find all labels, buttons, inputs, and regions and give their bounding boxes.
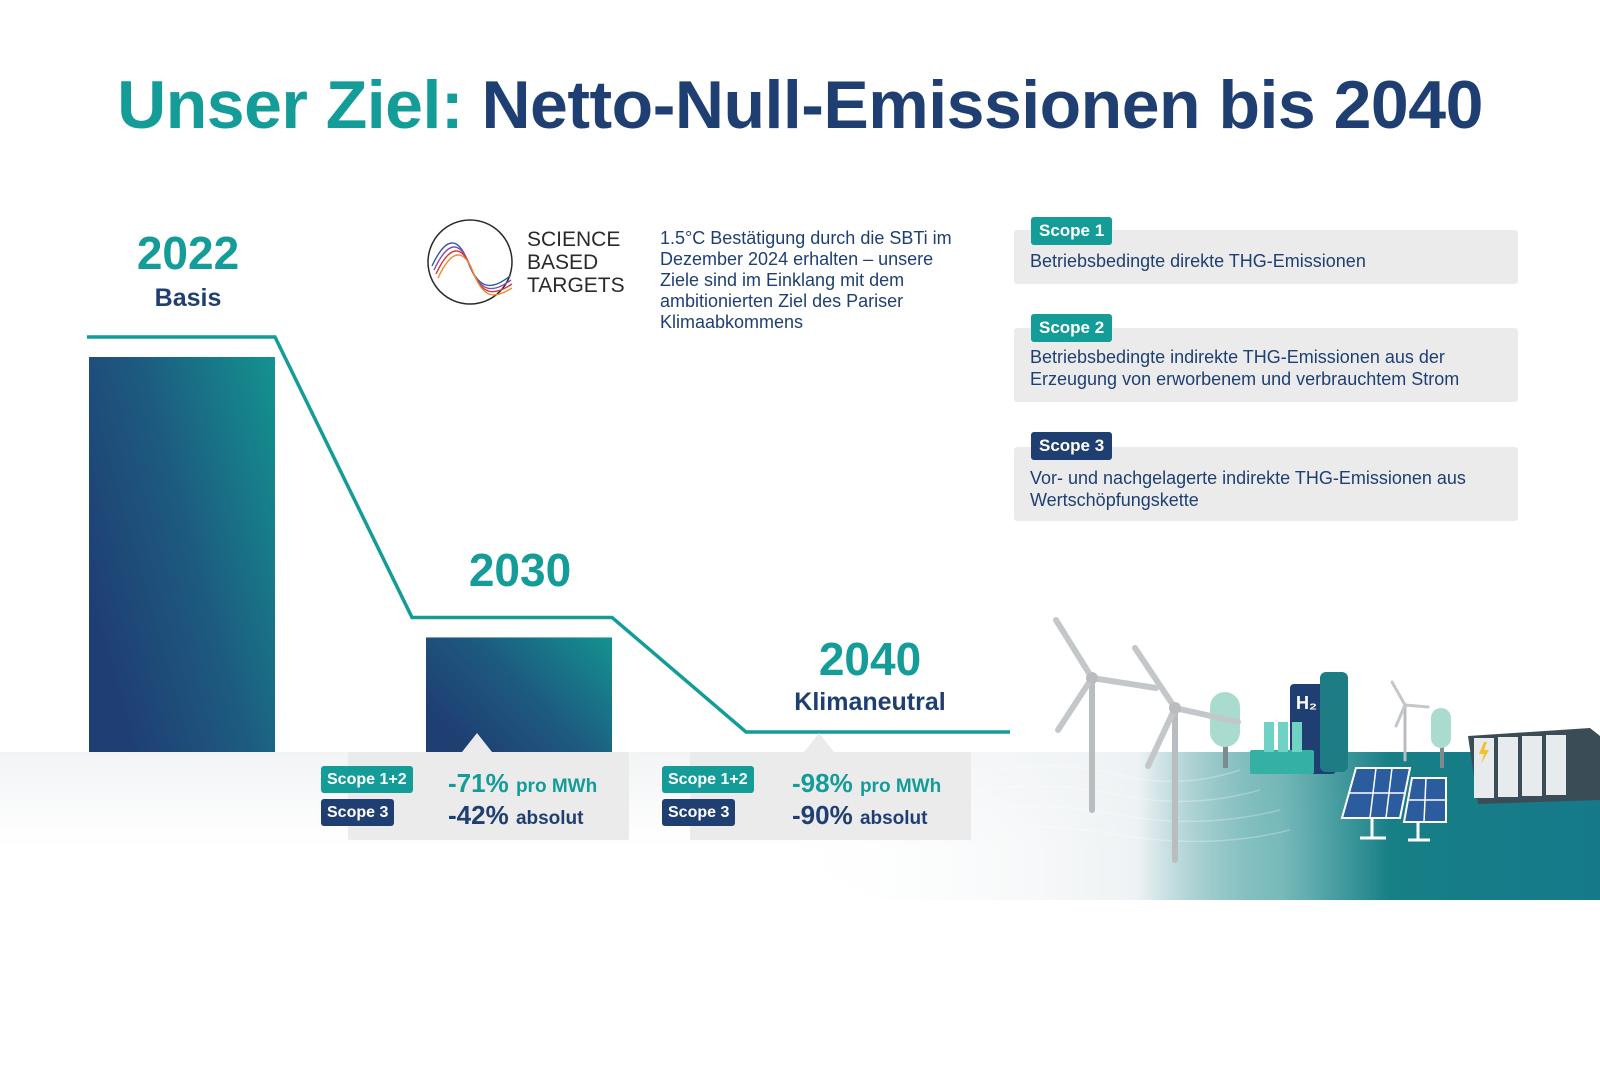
result-2040-scope12-value: -98% pro MWh: [792, 768, 941, 799]
result-2030-scope3-number: -42%: [448, 800, 509, 830]
wind-turbine-icon: [1132, 645, 1241, 863]
sbti-wordmark: SCIENCE BASED TARGETS: [527, 228, 625, 297]
tree-icon: [1431, 708, 1451, 768]
scope-3-tag: Scope 3: [1031, 432, 1113, 460]
scope-2-description: Betriebsbedingte indirekte THG-Emissione…: [1030, 347, 1460, 389]
scope-2-tag: Scope 2: [1031, 314, 1113, 342]
result-2040-scope12-unit: pro MWh: [859, 776, 942, 797]
milestone-label-klimaneutral: Klimaneutral: [794, 688, 946, 716]
scope-1-tag: Scope 1: [1031, 217, 1113, 245]
result-2030-scope3-value: -42% absolut: [448, 800, 584, 831]
result-2040-scope3-number: -90%: [792, 800, 853, 830]
scope-1-description: Betriebsbedingte direkte THG-Emissionen: [1030, 251, 1366, 271]
bar-2030: [426, 637, 612, 752]
milestone-label-basis: Basis: [154, 284, 222, 312]
title-accent: Unser Ziel:: [117, 67, 464, 143]
wind-turbine-icon: [1390, 680, 1430, 762]
wave-lines: [949, 765, 1291, 843]
milestone-year-2030: 2030: [468, 544, 572, 596]
milestone-year-2022: 2022: [136, 227, 240, 279]
bar-2022: [89, 357, 275, 752]
battery-storage-icon: [1468, 728, 1600, 804]
milestone-year-2040: 2040: [818, 633, 922, 685]
result-pointer-2040: [804, 733, 834, 752]
sbti-word-science: SCIENCE: [527, 228, 621, 251]
result-2040-scope3-unit: absolut: [859, 808, 928, 829]
trend-line: [87, 335, 1010, 734]
result-2040-scope12-tag: Scope 1+2: [662, 766, 754, 793]
title-main: Netto-Null-Emissionen bis 2040: [481, 67, 1483, 143]
result-2030-scope3-unit: absolut: [515, 808, 584, 829]
page-title: Unser Ziel: Netto-Null-Emissionen bis 20…: [0, 66, 1600, 144]
wind-turbine-icon: [1053, 617, 1159, 813]
result-2040-scope12-number: -98%: [792, 768, 853, 798]
scope-1-box: Betriebsbedingte direkte THG-Emissionen: [1014, 230, 1518, 284]
sbti-word-targets: TARGETS: [527, 274, 625, 297]
h2-label: H₂: [1296, 693, 1317, 713]
sbti-logo: [427, 219, 513, 305]
result-pointer-2030: [462, 733, 492, 752]
sbti-description: 1.5°C Bestätigung durch die SBTi im Deze…: [660, 228, 952, 332]
result-2030-scope12-number: -71%: [448, 768, 509, 798]
solar-panel-icon: [1402, 777, 1447, 842]
result-2040-scope3-value: -90% absolut: [792, 800, 928, 831]
sbti-word-based: BASED: [527, 251, 599, 274]
scope-2-box: Betriebsbedingte indirekte THG-Emissione…: [1014, 328, 1518, 402]
result-2030-scope12-unit: pro MWh: [515, 776, 598, 797]
hydrogen-tank-icon: [1250, 672, 1348, 774]
solar-panel-icon: [1340, 767, 1412, 840]
result-2030-scope12-tag: Scope 1+2: [321, 766, 413, 793]
result-2030-scope12-value: -71% pro MWh: [448, 768, 597, 799]
scope-3-description: Vor- und nachgelagerte indirekte THG-Emi…: [1030, 468, 1466, 510]
result-2030-scope3-tag: Scope 3: [321, 799, 395, 826]
result-2040-scope3-tag: Scope 3: [662, 799, 736, 826]
